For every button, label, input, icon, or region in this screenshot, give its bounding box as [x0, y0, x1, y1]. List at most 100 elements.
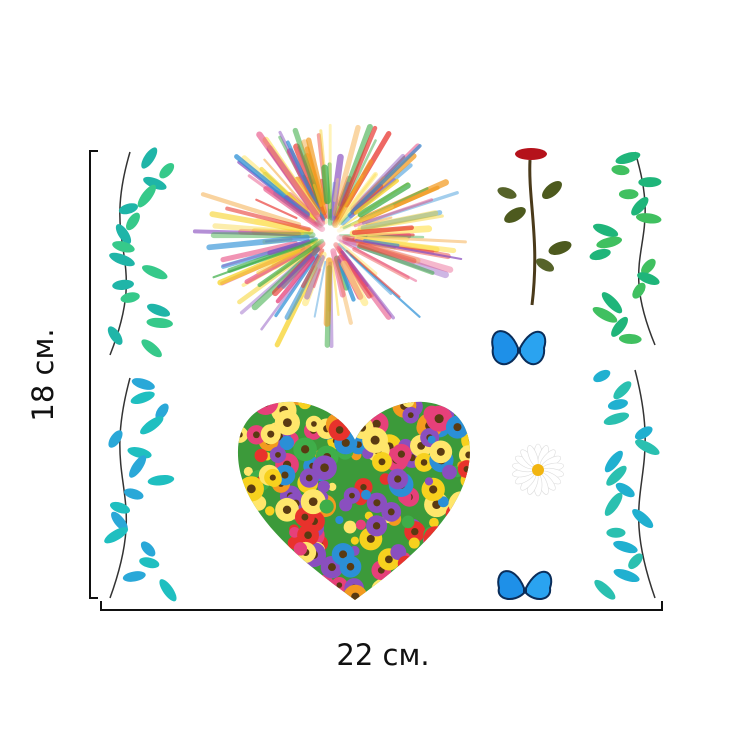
flower-center — [246, 484, 256, 494]
leaf — [607, 399, 628, 410]
leaf — [111, 511, 128, 532]
leaf — [606, 527, 626, 538]
leaf — [143, 176, 167, 190]
leaf — [611, 316, 628, 337]
flower-center — [346, 562, 355, 571]
flower-center — [269, 474, 276, 481]
burst-ray — [302, 251, 327, 307]
flower-center — [304, 531, 312, 539]
color-burst — [192, 123, 467, 348]
leaf — [115, 224, 132, 245]
burst-ray — [217, 246, 301, 286]
flower-center — [366, 534, 375, 543]
burst-ray — [357, 185, 440, 224]
burst-ray — [274, 253, 319, 318]
burst-ray — [331, 260, 340, 317]
flower-center — [301, 513, 309, 521]
height-label: 18 см. — [26, 328, 60, 421]
burst-ray — [301, 139, 328, 215]
heart-flower — [317, 480, 330, 493]
heart-flower — [401, 515, 415, 529]
leaf — [131, 378, 155, 390]
butterfly — [497, 570, 553, 600]
burst-ray — [354, 214, 444, 232]
burst-ray — [356, 241, 421, 264]
leaf — [140, 541, 156, 557]
burst-ray — [238, 228, 301, 237]
heart-flower — [402, 401, 415, 408]
burst-ray — [367, 235, 409, 243]
burst-ray — [253, 218, 301, 232]
heart-flower — [328, 482, 337, 491]
leaf — [604, 450, 623, 473]
leaf — [632, 282, 646, 299]
leaf — [112, 241, 135, 253]
leaf — [638, 177, 662, 188]
flower-center — [411, 527, 419, 536]
burst-ray — [332, 177, 340, 202]
burst-ray — [332, 124, 361, 216]
leaf — [641, 258, 656, 275]
flower-center — [339, 550, 348, 559]
flower-center — [465, 451, 470, 459]
burst-ray — [255, 198, 298, 220]
leaf — [124, 488, 144, 500]
leaf — [593, 369, 611, 383]
leaf — [155, 403, 169, 420]
flower-center — [378, 458, 386, 466]
leaf — [635, 213, 662, 224]
burst-ray — [257, 238, 325, 288]
flower-center — [373, 499, 381, 507]
flower-center — [308, 497, 318, 507]
leaf — [634, 426, 653, 440]
daisy-center — [532, 464, 544, 476]
leaf — [126, 212, 140, 231]
burst-ray — [336, 234, 454, 273]
leaf — [137, 184, 157, 208]
burst-ray — [357, 210, 439, 232]
burst-ray — [212, 223, 305, 236]
leaf — [596, 236, 623, 249]
flower-center — [311, 421, 317, 427]
flower-center — [387, 508, 395, 516]
burst-ray — [361, 191, 459, 225]
leaf — [107, 326, 123, 345]
burst-core — [312, 217, 348, 253]
leaf — [618, 189, 639, 200]
flower-center — [282, 418, 292, 428]
leaf — [140, 416, 164, 435]
leaf — [615, 482, 635, 498]
burst-ray — [301, 248, 325, 288]
burst-ray — [275, 255, 315, 304]
burst-ray — [313, 260, 327, 318]
burst-ray — [220, 240, 298, 263]
heart-flower — [361, 489, 371, 500]
leaf — [109, 252, 135, 267]
heart-flower — [408, 537, 420, 549]
flower-center — [434, 414, 444, 424]
flower-center — [425, 599, 433, 600]
flower-center — [360, 483, 367, 491]
flower-center — [420, 459, 428, 466]
burst-ray — [212, 238, 319, 279]
burst-ray — [351, 225, 414, 236]
leaf — [589, 248, 611, 261]
leaf — [613, 540, 638, 554]
burst-ray — [321, 164, 331, 205]
height-bracket — [89, 150, 98, 599]
burst-ray — [336, 204, 395, 233]
leaf — [611, 164, 630, 176]
flower-center — [253, 431, 260, 439]
leaf — [147, 475, 175, 486]
leaf — [635, 439, 660, 455]
leaf — [615, 151, 641, 165]
flower-center — [372, 522, 381, 530]
leaf — [118, 203, 138, 215]
flower-center — [328, 563, 336, 572]
leaf — [129, 455, 147, 478]
leaf — [110, 501, 131, 514]
heart-flower — [265, 506, 275, 516]
leaf — [120, 292, 140, 303]
leaf — [108, 430, 123, 448]
leaf — [632, 508, 654, 529]
